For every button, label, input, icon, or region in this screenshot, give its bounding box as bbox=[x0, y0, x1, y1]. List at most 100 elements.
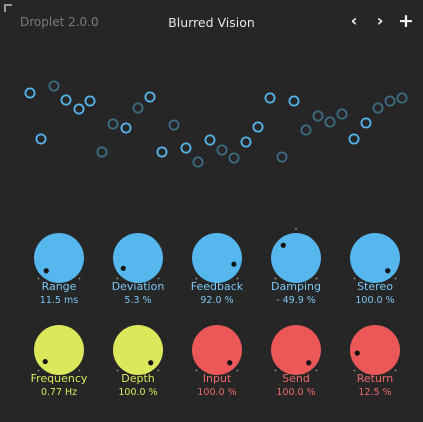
droplet-circle bbox=[204, 134, 216, 146]
send-knob-dial[interactable] bbox=[261, 317, 331, 375]
deviation-label: Deviation bbox=[111, 280, 165, 293]
knob-indicator-dot bbox=[148, 360, 154, 366]
knob-range-tick bbox=[315, 277, 318, 280]
knob-range-tick bbox=[78, 277, 81, 280]
droplet-circle bbox=[35, 133, 47, 145]
add-preset-button[interactable]: + bbox=[397, 11, 415, 31]
preset-name[interactable]: Blurred Vision bbox=[168, 15, 255, 30]
knob-send: Send 100.0 % bbox=[261, 317, 331, 407]
input-value: 100.0 % bbox=[197, 387, 237, 398]
droplet-circle bbox=[252, 121, 264, 133]
damping-label: Damping bbox=[271, 280, 321, 293]
range-label: Range bbox=[41, 280, 77, 293]
deviation-knob-dial[interactable] bbox=[103, 225, 173, 283]
droplet-circle bbox=[384, 95, 396, 107]
droplet-circle bbox=[348, 133, 360, 145]
return-value: 12.5 % bbox=[358, 387, 392, 398]
knob-feedback: Feedback 92.0 % bbox=[182, 225, 252, 315]
knob-depth: Depth 100.0 % bbox=[103, 317, 173, 407]
knob-indicator-dot bbox=[43, 268, 49, 274]
knob-range-tick bbox=[78, 369, 81, 372]
droplet-circle bbox=[48, 80, 60, 92]
stereo-label: Stereo bbox=[357, 280, 393, 293]
droplet-circle bbox=[96, 146, 108, 158]
droplet-circle bbox=[84, 95, 96, 107]
chevron-left-icon: ‹ bbox=[350, 11, 358, 30]
range-knob-dial[interactable] bbox=[24, 225, 94, 283]
knob-indicator-dot bbox=[385, 268, 391, 274]
input-knob-dial[interactable] bbox=[182, 317, 252, 375]
droplet-circle bbox=[60, 94, 72, 106]
droplet-circle bbox=[168, 119, 180, 131]
knob-indicator-dot bbox=[354, 350, 360, 356]
return-label: Return bbox=[356, 372, 394, 385]
knob-indicator-dot bbox=[280, 242, 286, 248]
knob-range-tick bbox=[116, 369, 119, 372]
version-label: Droplet 2.0.0 bbox=[20, 15, 99, 29]
droplet-circle bbox=[120, 122, 132, 134]
droplet-circle bbox=[156, 146, 168, 158]
droplet-circle bbox=[228, 152, 240, 164]
prev-preset-button[interactable]: ‹ bbox=[345, 11, 363, 31]
droplet-circle bbox=[312, 110, 324, 122]
damping-value: - 49.9 % bbox=[276, 295, 316, 306]
stereo-value: 100.0 % bbox=[355, 295, 395, 306]
damping-knob-dial[interactable] bbox=[261, 225, 331, 283]
knob-range-tick bbox=[157, 277, 160, 280]
droplet-circle bbox=[276, 151, 288, 163]
droplet-circle bbox=[240, 136, 252, 148]
depth-knob-dial[interactable] bbox=[103, 317, 173, 375]
knob-range-tick bbox=[37, 277, 40, 280]
feedback-label: Feedback bbox=[190, 280, 244, 293]
frequency-knob-dial[interactable] bbox=[24, 317, 94, 375]
stereo-knob-dial[interactable] bbox=[340, 225, 410, 283]
knob-range-tick bbox=[274, 369, 277, 372]
knob-range-tick bbox=[236, 277, 239, 280]
knob-body bbox=[34, 325, 84, 375]
droplet-circle bbox=[107, 118, 119, 130]
frequency-value: 0.77 Hz bbox=[40, 387, 78, 398]
knob-body bbox=[34, 233, 84, 283]
knob-range-tick bbox=[37, 369, 40, 372]
plus-icon: + bbox=[398, 10, 414, 32]
chevron-right-icon: › bbox=[376, 11, 384, 30]
droplet-circle bbox=[73, 103, 85, 115]
next-preset-button[interactable]: › bbox=[371, 11, 389, 31]
droplet-circle bbox=[336, 108, 348, 120]
frequency-label: Frequency bbox=[30, 372, 88, 385]
knob-return: Return 12.5 % bbox=[340, 317, 410, 407]
return-knob-dial[interactable] bbox=[340, 317, 410, 375]
resize-corner-icon[interactable] bbox=[4, 4, 12, 12]
droplet-visualizer bbox=[24, 80, 408, 168]
knob-body bbox=[113, 325, 163, 375]
depth-label: Depth bbox=[121, 372, 155, 385]
send-value: 100.0 % bbox=[276, 387, 316, 398]
knob-stereo: Stereo 100.0 % bbox=[340, 225, 410, 315]
knob-body bbox=[113, 233, 163, 283]
droplet-circle bbox=[360, 117, 372, 129]
knob-range-tick bbox=[315, 369, 318, 372]
knob-range-tick bbox=[353, 277, 356, 280]
knob-center-tick bbox=[295, 228, 297, 230]
droplet-circle bbox=[216, 144, 228, 156]
input-label: Input bbox=[202, 372, 232, 385]
knob-damping: Damping - 49.9 % bbox=[261, 225, 331, 315]
depth-value: 100.0 % bbox=[118, 387, 158, 398]
knob-body bbox=[350, 325, 400, 375]
knob-body bbox=[271, 325, 321, 375]
knob-body bbox=[192, 233, 242, 283]
knob-range-tick bbox=[394, 277, 397, 280]
knob-body bbox=[350, 233, 400, 283]
knob-indicator-dot bbox=[231, 261, 237, 267]
droplet-circle bbox=[396, 92, 408, 104]
droplet-circle bbox=[300, 124, 312, 136]
knob-deviation: Deviation 5.3 % bbox=[103, 225, 173, 315]
knob-indicator-dot bbox=[42, 358, 48, 365]
droplet-circle bbox=[372, 102, 384, 114]
feedback-knob-dial[interactable] bbox=[182, 225, 252, 283]
knob-range-tick bbox=[274, 277, 277, 280]
knob-input: Input 100.0 % bbox=[182, 317, 252, 407]
droplet-circle bbox=[324, 116, 336, 128]
droplet-circle bbox=[132, 102, 144, 114]
knob-frequency: Frequency 0.77 Hz bbox=[24, 317, 94, 407]
